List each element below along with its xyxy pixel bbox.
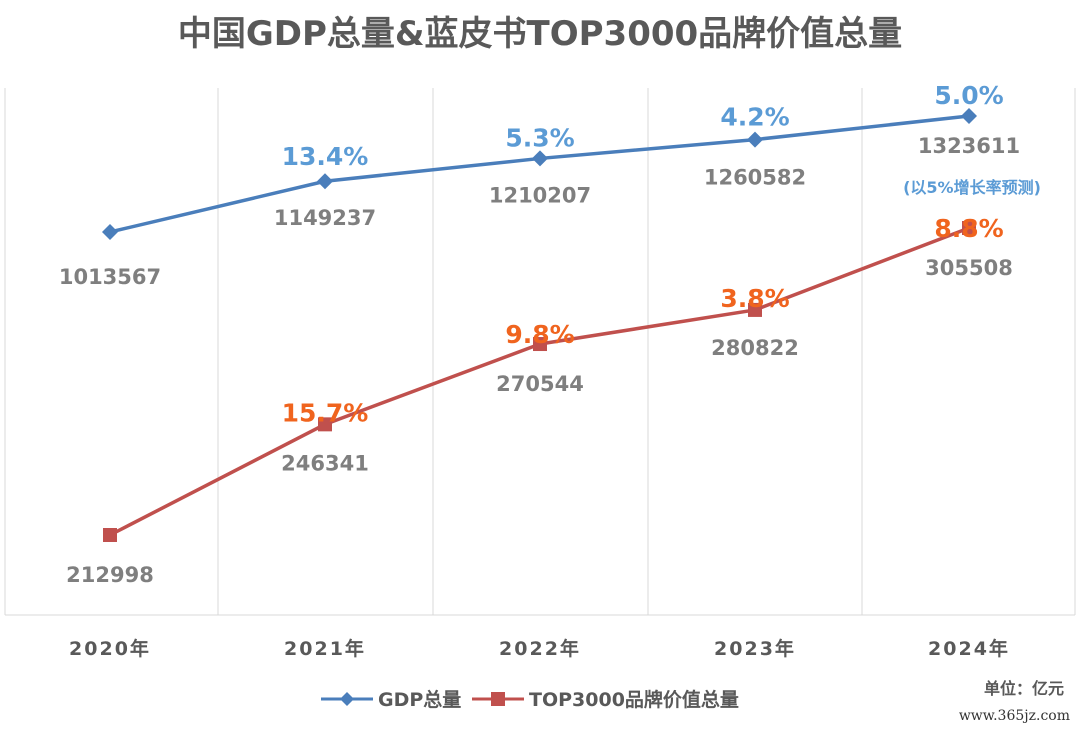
x-axis-ticks: 2020年 2021年 2022年 2023年 2024年 <box>69 637 1010 660</box>
x-tick-label: 2021年 <box>284 637 366 660</box>
label-layer: 1013567 1149237 13.4% 1210207 5.3% 1260582 4.2… <box>59 81 1020 587</box>
top3000-point <box>533 337 547 352</box>
data-label: 1013567 <box>59 265 161 289</box>
data-label: 305508 <box>925 256 1013 280</box>
growth-label: 3.8% <box>720 284 789 313</box>
growth-label: 13.4% <box>282 142 369 171</box>
data-label: 246341 <box>281 451 369 475</box>
gdp-point <box>102 224 118 240</box>
growth-label: 9.8% <box>505 320 574 349</box>
data-label: 270544 <box>496 372 584 396</box>
top3000-point <box>318 417 332 432</box>
top3000-point <box>103 528 117 542</box>
gdp-point <box>532 150 548 167</box>
legend-label-gdp: GDP总量 <box>378 688 461 711</box>
x-tick-label: 2024年 <box>928 637 1010 660</box>
watermark: www.365jz.com <box>959 708 1070 724</box>
data-label: 1149237 <box>274 206 376 230</box>
data-label: 212998 <box>66 563 154 587</box>
legend-marker-gdp <box>340 692 354 706</box>
chart-title: 中国GDP总量&蓝皮书TOP3000品牌价值总量 <box>178 14 902 54</box>
x-tick-label: 2020年 <box>69 637 151 660</box>
unit-label: 单位：亿元 <box>984 679 1064 698</box>
legend-label-top3000: TOP3000品牌价值总量 <box>529 688 739 711</box>
data-label: 1210207 <box>489 183 591 207</box>
data-label: 1323611 <box>918 134 1020 158</box>
grid-lines <box>4 88 1076 616</box>
x-tick-label: 2023年 <box>714 637 796 660</box>
gdp-point <box>961 108 977 124</box>
data-label: 1260582 <box>704 166 806 190</box>
series-layer <box>102 108 977 542</box>
growth-label: 8.8% <box>934 214 1003 243</box>
top3000-point <box>962 221 976 235</box>
gdp-point <box>317 173 333 190</box>
growth-label: 5.0% <box>934 81 1003 110</box>
growth-label: 5.3% <box>505 123 574 152</box>
growth-label: 15.7% <box>282 398 369 427</box>
gdp-point <box>747 131 763 148</box>
growth-label: 4.2% <box>720 103 789 132</box>
legend: GDP总量 TOP3000品牌价值总量 <box>321 688 739 711</box>
data-label: 280822 <box>711 336 799 360</box>
x-tick-label: 2022年 <box>499 637 581 660</box>
legend-marker-top3000 <box>491 692 505 706</box>
forecast-annotation: (以5%增长率预测) <box>903 178 1041 197</box>
top3000-point <box>748 302 762 317</box>
